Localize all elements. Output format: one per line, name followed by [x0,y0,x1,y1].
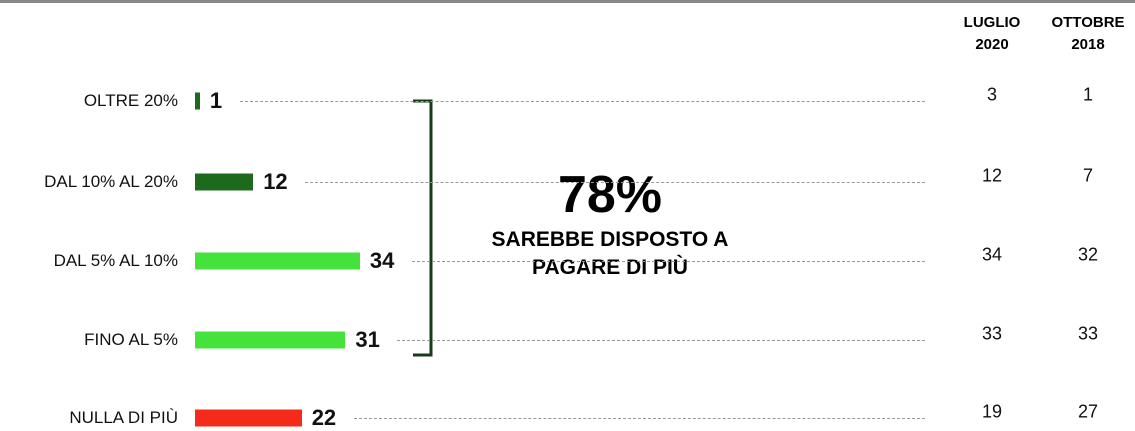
guide-line [411,261,925,262]
bar [195,173,254,191]
guide-line [239,101,925,102]
headline: 78% [557,166,663,224]
value-label: 31 [355,327,380,352]
table-cell: 32 [1077,244,1099,265]
value-label: 34 [369,248,395,273]
table-cell: 19 [981,401,1003,422]
bar [195,92,200,110]
table-cell: 27 [1077,401,1099,422]
value-label: 22 [311,405,337,430]
column-header: LUGLIO 2020 [963,14,1021,53]
category-label: NULLA DI PIÙ [69,408,178,427]
guide-line [305,182,925,183]
category-label: FINO AL 5% [84,330,178,349]
value-label: 1 [209,88,223,113]
column-header: OTTOBRE 2018 [1051,14,1125,53]
bar [195,331,346,349]
table-cell: 33 [981,323,1003,344]
category-label: DAL 5% AL 10% [53,251,178,270]
category-label: OLTRE 20% [83,91,178,110]
table-cell: 7 [1082,165,1093,186]
table-cell: 1 [1082,84,1093,105]
bracket [413,99,433,357]
table-cell: 33 [1077,323,1099,344]
bracket-line [413,99,433,357]
table-cell: 34 [981,244,1003,265]
bar [195,409,302,427]
annotation: SAREBBE DISPOSTO A PAGARE DI PIÙ [491,228,729,279]
table-cell: 12 [981,165,1003,186]
table-cell: 3 [986,84,997,105]
guide-line [397,340,925,341]
bar [195,252,360,270]
category-label: DAL 10% AL 20% [44,172,178,191]
guide-line [353,418,925,419]
top-rule [0,0,1135,3]
value-label: 12 [263,169,288,194]
